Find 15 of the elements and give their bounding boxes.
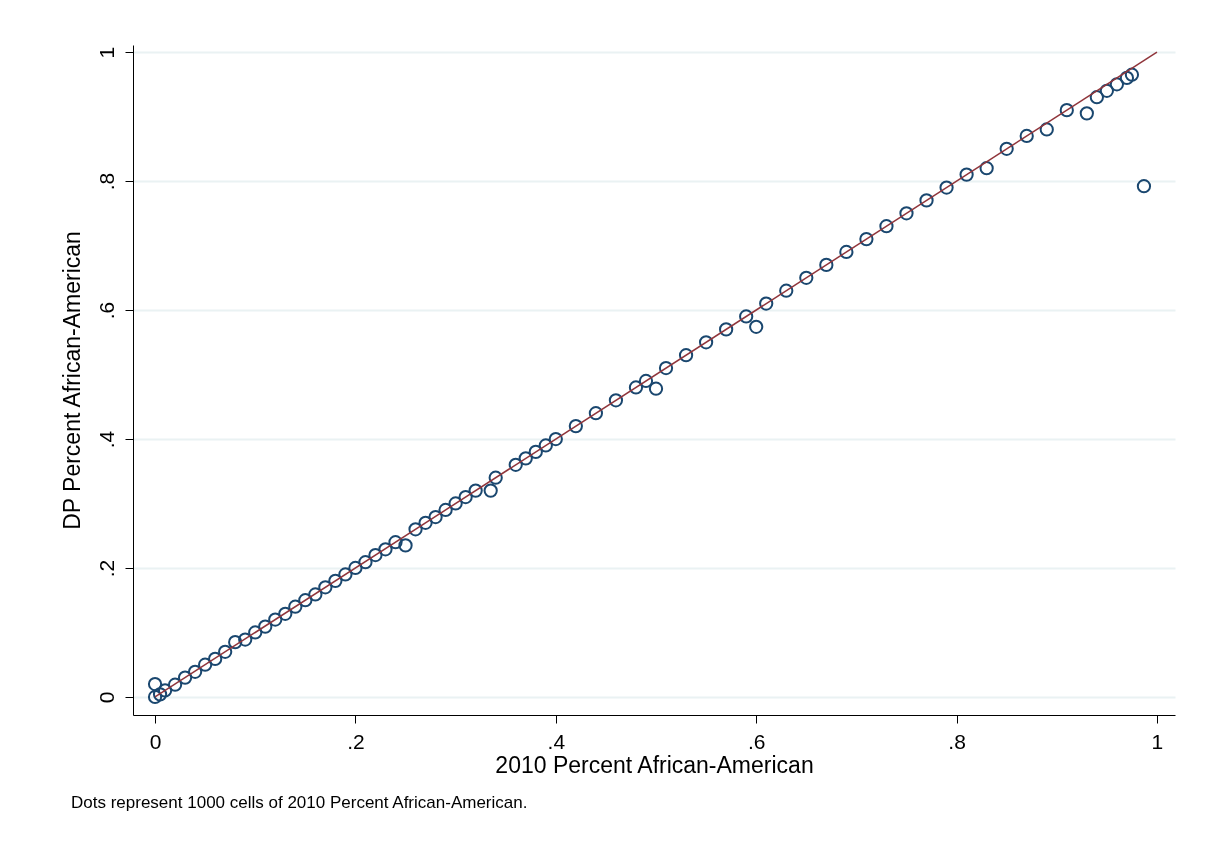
x-tick-label: 1 [1151,729,1164,753]
x-tick-label: .8 [948,729,966,753]
x-tick-label: .2 [347,729,365,753]
x-tick-label: 0 [149,729,162,753]
x-axis-title: 2010 Percent African-American [495,751,814,778]
y-tick-label: .4 [94,430,118,449]
x-tick-label: .4 [547,729,566,753]
x-tick-label: .6 [747,729,766,753]
y-tick-label: .6 [94,301,118,320]
y-tick-label: 0 [94,691,118,704]
text: Dots represent 1000 cells of 2010 Percent African-American. [71,793,528,812]
y-tick-label: .8 [94,172,118,191]
y-tick-label: .2 [94,559,118,578]
y-tick-label: 1 [94,46,118,59]
y-axis-title: DP Percent African-American [58,231,85,530]
